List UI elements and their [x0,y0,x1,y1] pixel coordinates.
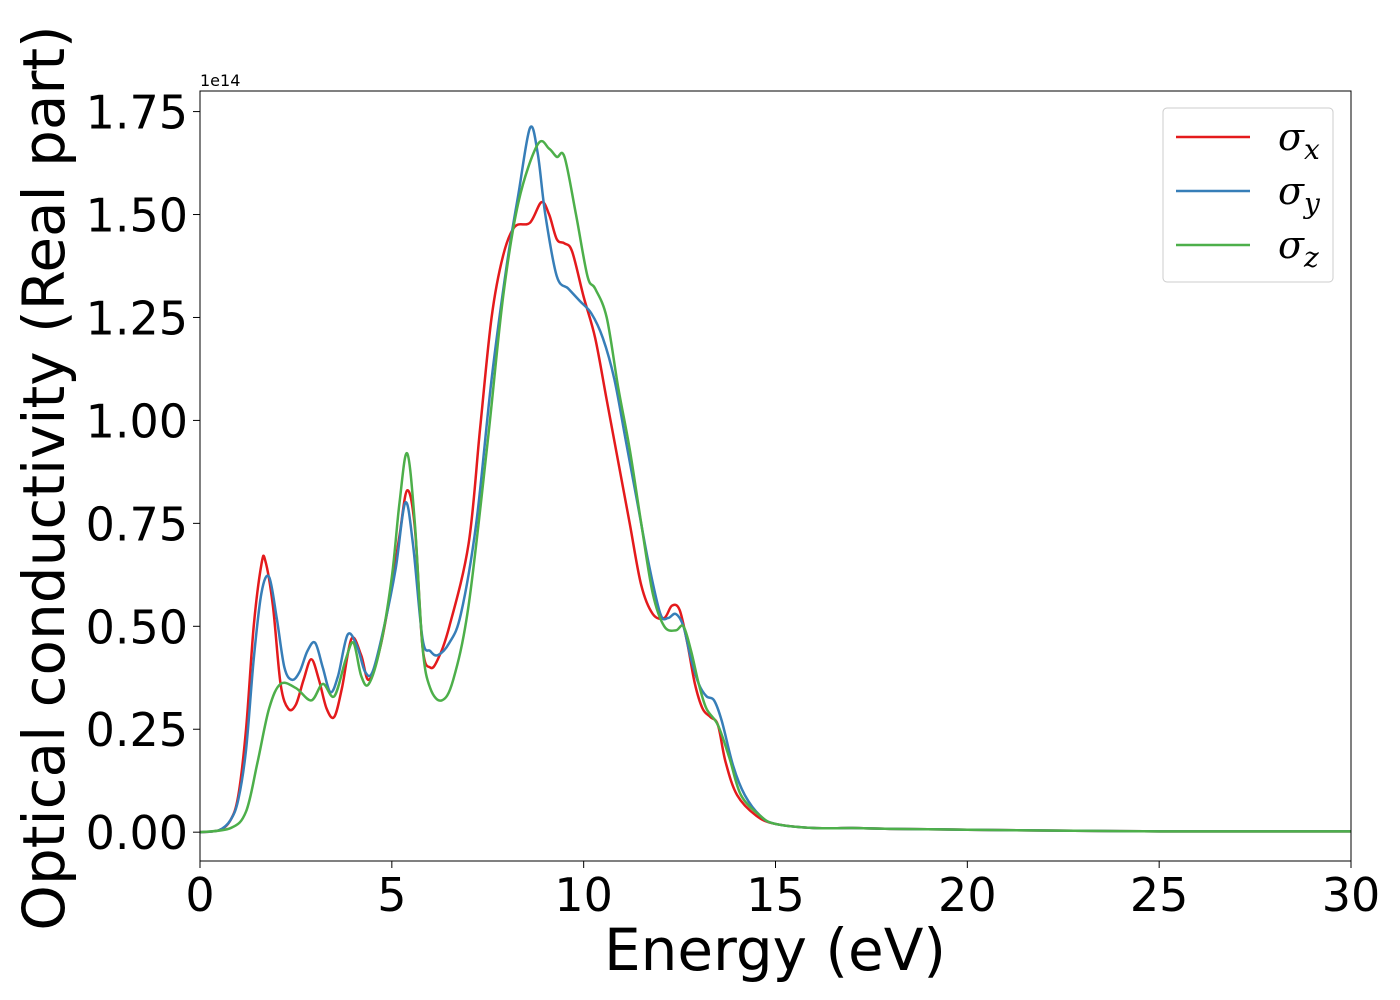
x-tick-label: 25 [1130,868,1189,922]
y-tick-label: 1.75 [86,86,188,140]
x-tick-label: 15 [746,868,805,922]
y-tick-label: 0.00 [86,806,188,860]
x-tick-label: 5 [377,868,406,922]
series-line-x [200,200,1351,834]
y-axis: 0.00 0.25 0.50 0.75 1.00 1.25 1.50 1.75 [86,86,200,860]
y-tick-label: 0.50 [86,600,188,654]
x-tick-label: 10 [554,868,613,922]
x-axis-label: Energy (eV) [604,916,946,984]
y-tick-label: 1.25 [86,291,188,345]
legend-box [1162,107,1334,283]
x-axis: 0 5 10 15 20 25 30 [185,861,1380,922]
legend-label-x: σx [1278,115,1320,166]
legend-label-y: σy [1278,169,1321,220]
x-tick-label: 0 [185,868,214,922]
series-lines [200,125,1351,834]
y-tick-label: 1.50 [86,189,188,243]
y-tick-label: 0.25 [86,703,188,757]
legend-label-z: σz [1278,223,1319,274]
y-tick-label: 1.00 [86,394,188,448]
x-tick-label: 20 [938,868,997,922]
y-offset-label: 1e14 [200,71,240,90]
y-axis-label: Optical conductivity (Real part) [10,25,78,930]
series-line-z [200,139,1351,834]
y-tick-label: 0.75 [86,497,188,551]
x-tick-label: 30 [1322,868,1381,922]
